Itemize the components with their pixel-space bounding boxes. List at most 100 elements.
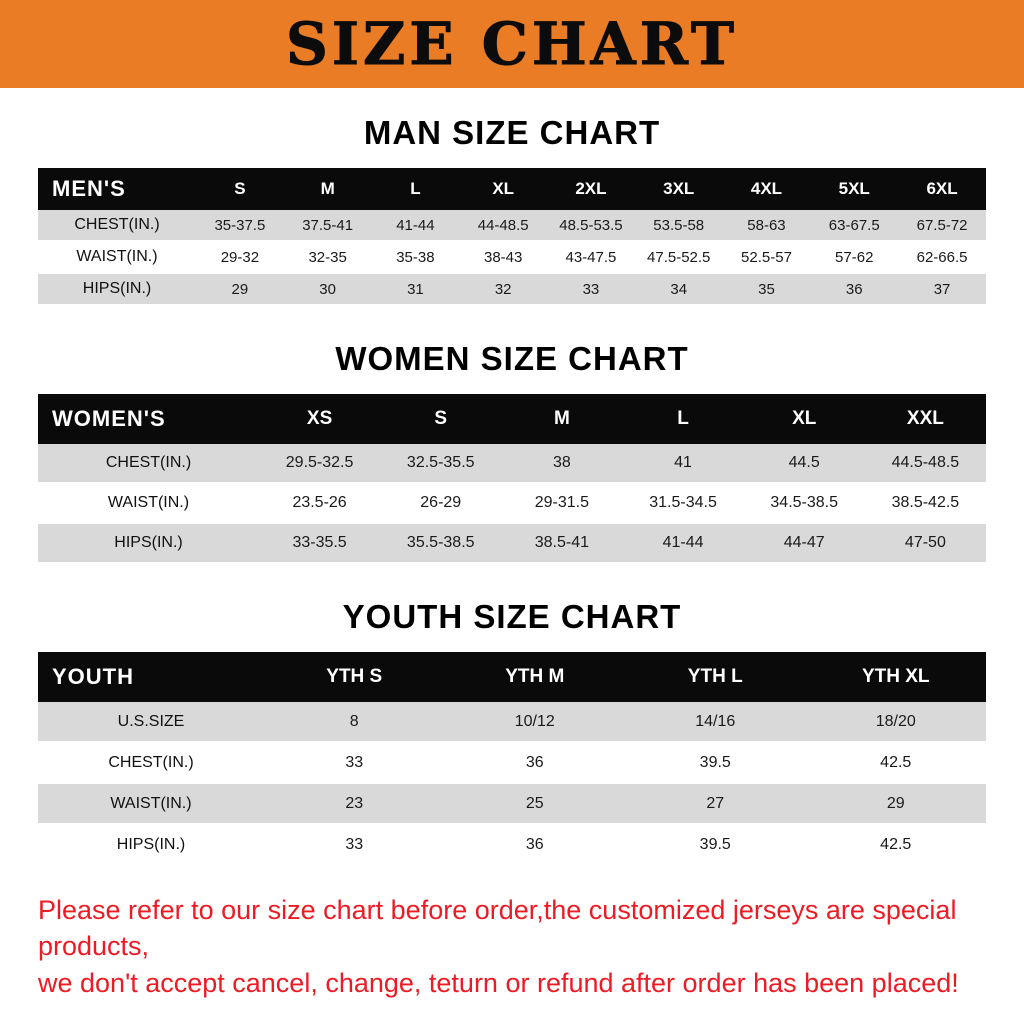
- column-header: YTH XL: [805, 652, 986, 702]
- mens-size-table: MEN'S S M L XL 2XL 3XL 4XL 5XL 6XL CHEST(IN.) 35-3…: [38, 168, 986, 306]
- footer-note: Please refer to our size chart before or…: [38, 892, 986, 1001]
- table-row: WAIST(IN.) 29-32 32-35 35-38 38-43 43-47.5 47.…: [38, 241, 986, 274]
- table-cell: 14/16: [625, 702, 806, 743]
- women-size-heading: WOMEN SIZE CHART: [335, 340, 689, 377]
- column-header: M: [283, 168, 372, 210]
- column-header: XL: [459, 168, 548, 210]
- row-label: CHEST(IN.): [38, 742, 264, 784]
- table-cell: 38.5-42.5: [864, 483, 986, 524]
- column-header: YTH L: [625, 652, 806, 702]
- table-row: WAIST(IN.) 23 25 27 29: [38, 783, 986, 825]
- table-cell: 27: [625, 783, 806, 825]
- youth-size-section: YOUTH SIZE CHART YOUTH YTH S YTH M YTH L YTH…: [0, 598, 1024, 866]
- table-row: CHEST(IN.) 33 36 39.5 42.5: [38, 742, 986, 784]
- table-cell: 62-66.5: [898, 241, 986, 274]
- footer-line-1: Please refer to our size chart before or…: [38, 895, 957, 962]
- banner: SIZE CHART: [0, 0, 1024, 88]
- man-size-section: MAN SIZE CHART MEN'S S M L XL 2XL 3XL 4XL 5XL 6XL…: [0, 114, 1024, 306]
- table-cell: 33: [547, 273, 635, 306]
- table-cell: 29-32: [196, 241, 284, 274]
- table-cell: 29-31.5: [501, 483, 623, 524]
- table-header-row: YOUTH YTH S YTH M YTH L YTH XL: [38, 652, 986, 702]
- table-cell: 42.5: [805, 824, 986, 866]
- table-cell: 35-37.5: [196, 210, 284, 242]
- page-title: SIZE CHART: [285, 10, 739, 79]
- table-cell: 57-62: [810, 241, 899, 274]
- table-cell: 48.5-53.5: [547, 210, 635, 242]
- row-label: HIPS(IN.): [38, 824, 264, 866]
- table-cell: 35-38: [371, 241, 460, 274]
- table-row: U.S.SIZE 8 10/12 14/16 18/20: [38, 702, 986, 743]
- column-header: M: [501, 394, 623, 444]
- table-cell: 25: [444, 783, 625, 825]
- row-label: CHEST(IN.): [38, 444, 259, 484]
- table-cell: 36: [810, 273, 899, 306]
- table-cell: 41-44: [622, 523, 744, 564]
- row-label: WAIST(IN.): [38, 241, 196, 274]
- table-cell: 33: [264, 824, 445, 866]
- table-cell: 39.5: [625, 824, 806, 866]
- table-row: HIPS(IN.) 29 30 31 32 33 34 35 36 37: [38, 273, 986, 306]
- table-cell: 35: [722, 273, 811, 306]
- table-cell: 44.5-48.5: [864, 444, 986, 484]
- youth-size-heading: YOUTH SIZE CHART: [342, 598, 682, 635]
- column-header: XXL: [864, 394, 986, 444]
- table-row: CHEST(IN.) 29.5-32.5 32.5-35.5 38 41 44.5 44.5…: [38, 444, 986, 484]
- table-cell: 47-50: [864, 523, 986, 564]
- column-header: 2XL: [547, 168, 635, 210]
- table-cell: 33-35.5: [259, 523, 381, 564]
- table-cell: 33: [264, 742, 445, 784]
- table-cell: 47.5-52.5: [634, 241, 723, 274]
- table-row: HIPS(IN.) 33-35.5 35.5-38.5 38.5-41 41-44 44-…: [38, 523, 986, 564]
- table-cell: 63-67.5: [810, 210, 899, 242]
- column-header: 4XL: [722, 168, 811, 210]
- table-cell: 18/20: [805, 702, 986, 743]
- row-label: HIPS(IN.): [38, 273, 196, 306]
- table-cell: 23: [264, 783, 445, 825]
- table-cell: 41-44: [371, 210, 460, 242]
- column-header: 5XL: [810, 168, 899, 210]
- table-cell: 38.5-41: [501, 523, 623, 564]
- table-cell: 32.5-35.5: [380, 444, 502, 484]
- table-cell: 10/12: [444, 702, 625, 743]
- row-label: U.S.SIZE: [38, 702, 264, 743]
- table-cell: 29: [805, 783, 986, 825]
- table-cell: 44-48.5: [459, 210, 548, 242]
- table-row: WAIST(IN.) 23.5-26 26-29 29-31.5 31.5-34.5 34…: [38, 483, 986, 524]
- youth-size-table: YOUTH YTH S YTH M YTH L YTH XL U.S.SIZE 8 10/1…: [38, 652, 986, 866]
- table-cell: 30: [283, 273, 372, 306]
- row-label: HIPS(IN.): [38, 523, 259, 564]
- table-cell: 38: [501, 444, 623, 484]
- column-header: XL: [743, 394, 865, 444]
- column-header: 6XL: [898, 168, 986, 210]
- column-header: 3XL: [634, 168, 723, 210]
- table-cell: 32-35: [283, 241, 372, 274]
- table-cell: 37: [898, 273, 986, 306]
- table-cell: 42.5: [805, 742, 986, 784]
- table-cell: 23.5-26: [259, 483, 381, 524]
- table-header-row: WOMEN'S XS S M L XL XXL: [38, 394, 986, 444]
- table-header-row: MEN'S S M L XL 2XL 3XL 4XL 5XL 6XL: [38, 168, 986, 210]
- table-cell: 31.5-34.5: [622, 483, 744, 524]
- table-cell: 26-29: [380, 483, 502, 524]
- table-cell: 34.5-38.5: [743, 483, 865, 524]
- table-cell: 36: [444, 742, 625, 784]
- table-cell: 32: [459, 273, 548, 306]
- table-cell: 67.5-72: [898, 210, 986, 242]
- table-cell: 58-63: [722, 210, 811, 242]
- table-cell: 35.5-38.5: [380, 523, 502, 564]
- column-header: L: [371, 168, 460, 210]
- row-label: WAIST(IN.): [38, 783, 264, 825]
- table-cell: 52.5-57: [722, 241, 811, 274]
- man-size-heading: MAN SIZE CHART: [363, 114, 661, 151]
- table-cell: 31: [371, 273, 460, 306]
- women-size-section: WOMEN SIZE CHART WOMEN'S XS S M L XL XXL CHEST…: [0, 340, 1024, 564]
- table-cell: 44.5: [743, 444, 865, 484]
- table-cell: 53.5-58: [634, 210, 723, 242]
- table-cell: 41: [622, 444, 744, 484]
- table-cell: 39.5: [625, 742, 806, 784]
- column-header: XS: [259, 394, 381, 444]
- table-title-cell: WOMEN'S: [38, 394, 259, 444]
- column-header: YTH M: [444, 652, 625, 702]
- footer-line-2: we don't accept cancel, change, teturn o…: [38, 967, 959, 998]
